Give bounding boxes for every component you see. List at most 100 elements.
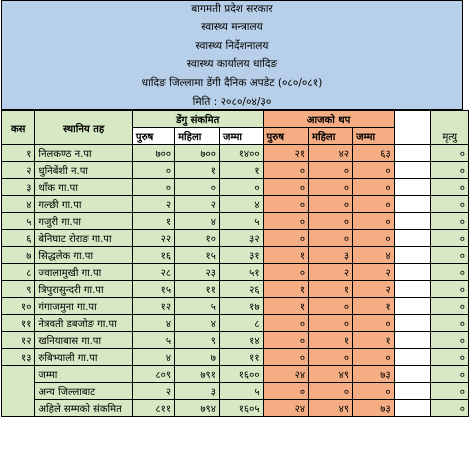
cell-value: २२: [131, 229, 176, 247]
cell-value: ०: [352, 195, 395, 213]
cell-value: ५१: [218, 263, 264, 281]
cell-value: ७९१: [174, 365, 220, 383]
table-row-cumulative: अहिले सम्मको संकमित ८११ ७९४ १६०५ २४ ४९ ७…: [2, 399, 469, 417]
cell-value: १: [131, 212, 176, 230]
header-line-date: मिति : २०८०/०४/३०: [192, 96, 272, 108]
cell-blank: [393, 246, 432, 264]
cell-value: ४२: [308, 144, 354, 162]
cell-value: ४९: [308, 399, 354, 417]
cell-value: १५: [174, 246, 220, 264]
cell-value: ४: [218, 195, 264, 213]
cell-value: ३: [308, 246, 354, 264]
cell-value: ०: [262, 195, 310, 213]
summary-blank: [0, 365, 36, 417]
cell-value: ०: [352, 314, 395, 332]
cell-value: ०: [430, 195, 469, 213]
row-local-level: खनियाबास गा.पा: [34, 331, 133, 349]
table-row: ६ बेनिघाट रोराङ गा.पा २२ १० ३२ ० ० ० ०: [0, 229, 469, 247]
cell-blank: [393, 314, 432, 332]
row-local-level: गजुरी गा.पा: [34, 212, 133, 230]
header-today-added: आजको थप: [262, 110, 395, 128]
cell-value: ४: [174, 212, 220, 230]
cell-value: ०: [430, 212, 469, 230]
header-infected-total: जम्मा: [218, 127, 264, 145]
cell-value: ५: [131, 331, 176, 349]
cell-value: १: [218, 161, 264, 179]
row-local-level: त्रिपुरासुन्दरी गा.पा: [34, 280, 133, 298]
header-today-female: महिला: [308, 127, 354, 145]
cell-value: १: [262, 297, 310, 315]
cell-value: १६: [131, 246, 176, 264]
cell-value: ८: [218, 314, 264, 332]
cell-value: ०: [131, 178, 176, 196]
table-row: १२ खनियाबास गा.पा ५ ९ १४ ० १ १ ०: [0, 331, 469, 349]
cell-value: २: [308, 263, 354, 281]
row-serial: ११: [0, 314, 36, 332]
cell-blank: [393, 212, 432, 230]
table-row: १ निलकण्ठ न.पा ७०० ७०० १४०० २१ ४२ ६३ ०: [0, 144, 469, 162]
row-serial: १२: [0, 331, 36, 349]
cell-value: ०: [430, 297, 469, 315]
cell-value: २४: [262, 365, 310, 383]
cell-value: १२: [131, 297, 176, 315]
cell-value: ६३: [352, 144, 395, 162]
cell-value: ०: [430, 161, 469, 179]
header-line-office: स्वास्थ्य कार्यालय धादिङ: [186, 58, 278, 70]
table-row: ८ ज्वालामुखी गा.पा २८ २३ ५१ ० २ २ ०: [0, 263, 469, 281]
cell-value: २: [352, 263, 395, 281]
header-infected-male: पुरुष: [131, 127, 176, 145]
row-local-level: नेत्रवती डबजोङ गा.पा: [34, 314, 133, 332]
cell-value: २६: [218, 280, 264, 298]
cell-blank: [393, 382, 432, 400]
cell-value: ०: [131, 161, 176, 179]
cell-value: २: [174, 195, 220, 213]
table-row-totals: जम्मा ८०९ ७९१ १६०० २४ ४९ ७३ ०: [0, 365, 469, 417]
cell-value: ०: [430, 229, 469, 247]
table-row: ३ थाँक गा.पा ० ० ० ० ० ० ०: [0, 178, 469, 196]
cell-value: ३: [174, 382, 220, 400]
cell-value: ०: [308, 348, 354, 366]
cell-value: ०: [352, 161, 395, 179]
row-serial: १: [0, 144, 36, 162]
table-row: १३ रुबिभ्याली गा.पा ४ ७ ११ ० ० ० ०: [0, 348, 469, 366]
cell-value: १: [308, 280, 354, 298]
cell-value: ४: [131, 348, 176, 366]
cell-value: १४: [218, 331, 264, 349]
cell-value: २: [131, 195, 176, 213]
cell-value: ०: [430, 331, 469, 349]
cell-value: ०: [430, 365, 469, 383]
cell-value: ०: [430, 348, 469, 366]
cell-blank: [393, 144, 432, 162]
dengue-table: कस स्थानिय तह डेंगु संकमित आजको थप पुरुष…: [0, 110, 469, 417]
cell-value: ९: [174, 331, 220, 349]
header-line-directorate: स्वास्थ्य निर्देशनालय: [195, 40, 269, 52]
cell-blank: [393, 280, 432, 298]
cell-value: ३२: [218, 229, 264, 247]
cell-value: ०: [352, 212, 395, 230]
cell-value: ०: [430, 382, 469, 400]
table-row: २ धुनिबेंशी न.पा ० १ १ ० ० ० ०: [0, 161, 469, 179]
table-row-other-district: अन्य जिल्लाबाट २ ३ ५ ० ० ० ०: [2, 382, 469, 400]
cell-value: ०: [262, 212, 310, 230]
cell-value: ४: [174, 314, 220, 332]
header-line-government: बागमती प्रदेश सरकार: [191, 3, 273, 15]
cell-value: २३: [174, 263, 220, 281]
cell-value: ३१: [218, 246, 264, 264]
cell-value: १: [308, 331, 354, 349]
cell-blank: [393, 229, 432, 247]
cell-value: ८११: [131, 399, 176, 417]
cell-value: ५: [218, 212, 264, 230]
summary-label: जम्मा: [34, 365, 133, 383]
row-serial: ७: [0, 246, 36, 264]
cell-value: १६०५: [218, 399, 264, 417]
table-row: ४ गल्छी गा.पा २ २ ४ ० ० ० ०: [0, 195, 469, 213]
row-serial: २: [0, 161, 36, 179]
cell-value: २: [352, 280, 395, 298]
cell-value: ७: [174, 348, 220, 366]
cell-value: ०: [430, 144, 469, 162]
cell-value: ०: [352, 348, 395, 366]
cell-value: १५: [131, 280, 176, 298]
cell-value: ०: [262, 229, 310, 247]
cell-value: ४: [131, 314, 176, 332]
cell-value: २४: [262, 399, 310, 417]
